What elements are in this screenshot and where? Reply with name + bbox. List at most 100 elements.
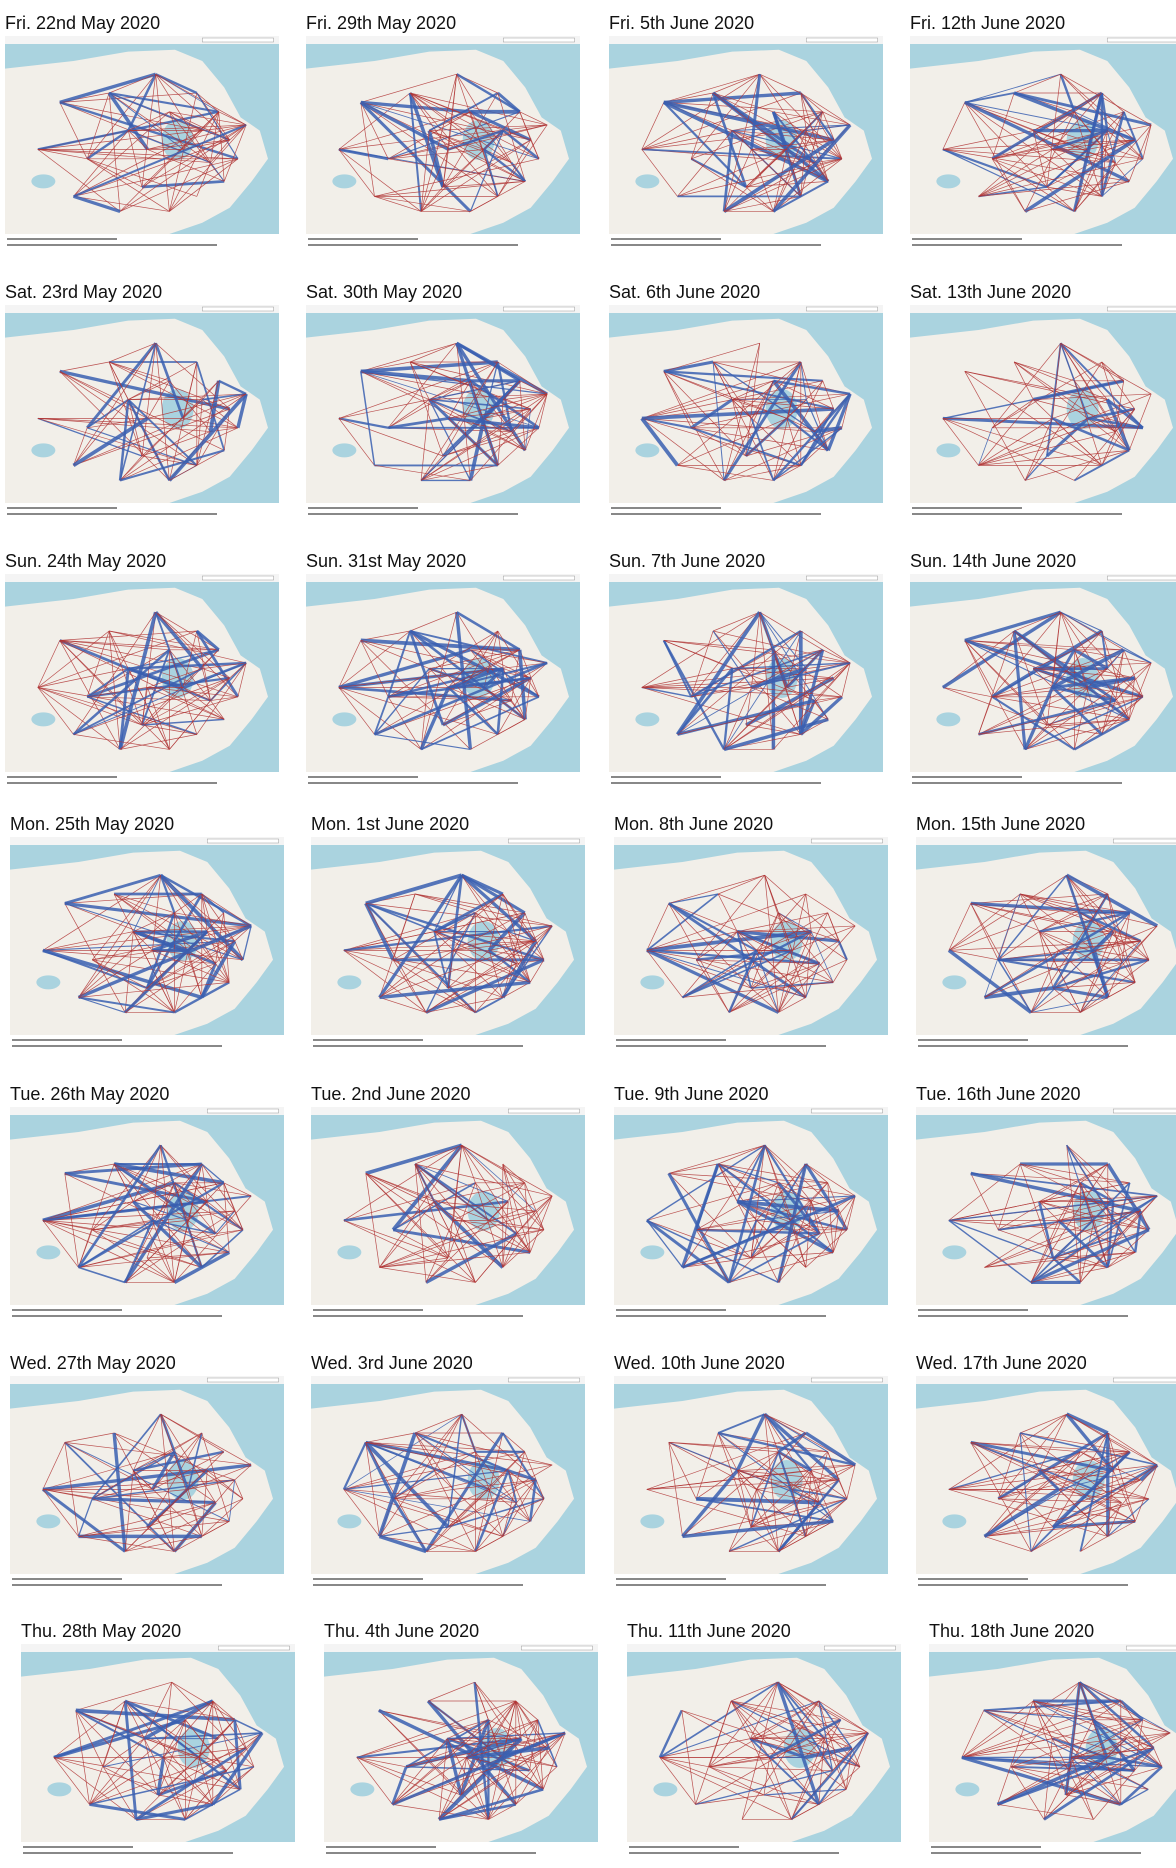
- panel-title: Wed. 3rd June 2020: [311, 1353, 473, 1373]
- corridor: [202, 393, 247, 401]
- corridor: [152, 1451, 224, 1490]
- corridor: [387, 630, 412, 698]
- header-bar: [916, 837, 1176, 845]
- corridor: [948, 1195, 1158, 1222]
- corridor: [78, 1502, 216, 1537]
- corridor: [777, 1681, 852, 1749]
- lough: [640, 1514, 665, 1529]
- corridor: [736, 1200, 834, 1254]
- corridor: [1030, 996, 1108, 1013]
- corridor: [133, 1182, 175, 1202]
- corridor: [143, 1738, 159, 1796]
- corridor: [942, 416, 1143, 430]
- corridor: [1094, 950, 1149, 961]
- corridor: [1092, 930, 1115, 952]
- corridor: [127, 668, 170, 750]
- corridor: [415, 1432, 553, 1466]
- corridor: [992, 649, 1124, 698]
- corridor: [681, 1710, 696, 1805]
- corridor: [438, 1757, 467, 1820]
- corridor: [1030, 893, 1109, 1013]
- corridor: [379, 1195, 553, 1268]
- corridor: [800, 92, 823, 113]
- corridor: [1024, 662, 1152, 750]
- corridor: [948, 1413, 1067, 1490]
- corridor: [1115, 662, 1152, 701]
- corridor: [791, 1719, 842, 1820]
- corridor: [991, 158, 1026, 212]
- corridor: [1080, 925, 1158, 1013]
- corridor: [1043, 1719, 1094, 1820]
- corridor: [152, 875, 162, 951]
- corridor: [717, 1163, 779, 1283]
- corridor: [343, 1413, 462, 1490]
- corridor: [448, 687, 526, 720]
- corridor: [37, 630, 197, 688]
- corridor: [723, 677, 834, 750]
- corridor: [1039, 1470, 1136, 1522]
- corridor: [343, 1470, 435, 1490]
- corridor: [59, 640, 219, 651]
- corridor: [420, 399, 430, 481]
- corridor: [1039, 1195, 1158, 1202]
- footer-line: [12, 1584, 222, 1586]
- corridor: [1052, 92, 1103, 150]
- panel-title: Sun. 7th June 2020: [609, 551, 766, 571]
- corridor: [87, 158, 143, 188]
- corridor: [1058, 931, 1114, 951]
- corridor: [764, 1413, 806, 1434]
- corridor: [1074, 380, 1103, 466]
- map-panel: Fri. 29th May 2020: [306, 12, 582, 256]
- corridor: [992, 687, 1089, 698]
- corridor: [379, 1229, 544, 1268]
- corridor: [460, 873, 526, 915]
- corridor: [195, 630, 240, 698]
- corridor: [388, 158, 526, 182]
- corridor: [658, 1709, 683, 1758]
- header-bar: [609, 305, 883, 313]
- corridor: [778, 912, 848, 961]
- corridor: [519, 380, 548, 395]
- corridor: [1074, 696, 1144, 750]
- corridor: [210, 700, 225, 720]
- corridor: [502, 1432, 525, 1453]
- lough: [640, 1245, 665, 1260]
- corridor: [182, 687, 225, 720]
- corridor: [388, 130, 504, 160]
- corridor: [1142, 124, 1152, 159]
- corridor: [1030, 1252, 1136, 1283]
- corridor: [118, 611, 158, 750]
- corridor: [515, 1700, 522, 1739]
- corridor: [174, 1163, 203, 1283]
- corridor: [338, 662, 548, 688]
- corridor: [978, 111, 1075, 197]
- corridor: [338, 648, 471, 689]
- header-bar: [10, 1107, 284, 1115]
- corridor: [768, 1718, 842, 1759]
- corridor: [519, 111, 548, 126]
- corridor: [750, 1195, 856, 1259]
- corridor: [338, 149, 375, 197]
- corridor: [1073, 718, 1130, 751]
- panel-title: Sun. 31st May 2020: [306, 551, 467, 571]
- lough: [332, 443, 357, 458]
- corridor: [1065, 1757, 1072, 1796]
- corridor: [718, 1163, 828, 1184]
- corridor: [223, 1182, 252, 1197]
- corridor: [86, 696, 198, 736]
- corridor: [819, 963, 834, 983]
- corridor: [786, 148, 830, 183]
- corridor: [1106, 398, 1144, 429]
- corridor: [503, 130, 531, 141]
- corridor: [475, 893, 503, 914]
- map: [614, 837, 888, 1055]
- corridor: [646, 1144, 766, 1221]
- corridor: [160, 1414, 203, 1537]
- header-bar: [609, 574, 883, 582]
- corridor: [641, 130, 733, 150]
- corridor: [998, 1201, 1114, 1231]
- corridor: [791, 1719, 861, 1768]
- corridor: [822, 111, 843, 159]
- corridor: [1134, 1719, 1144, 1771]
- corridor: [37, 417, 143, 457]
